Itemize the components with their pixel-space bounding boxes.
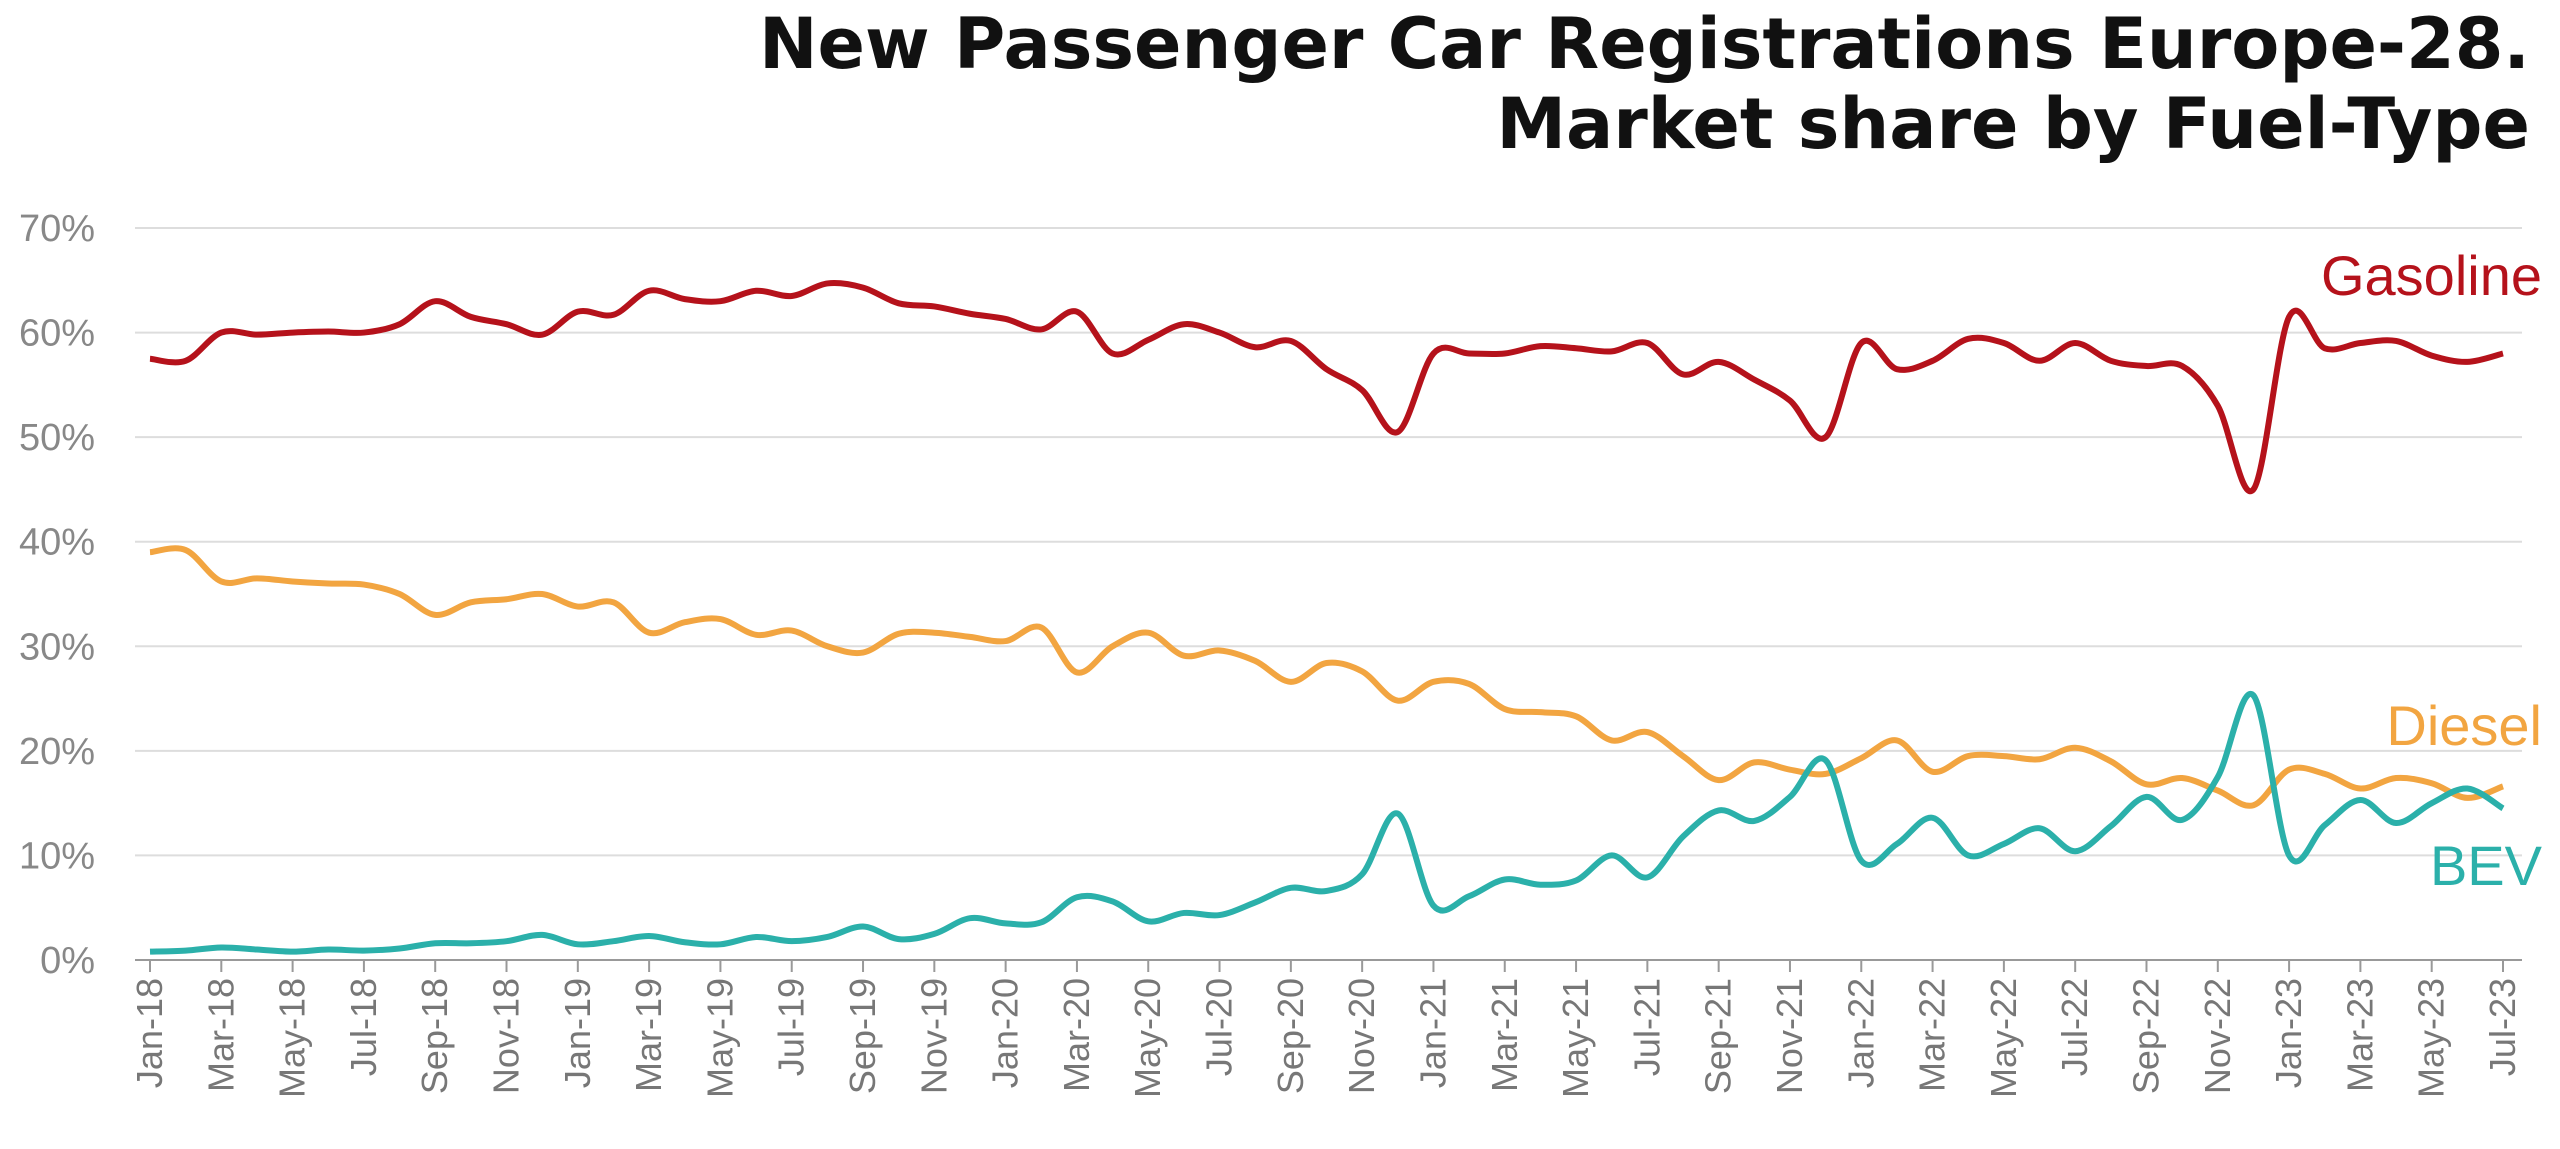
x-tick-label: Jul-20 (1199, 978, 1240, 1076)
x-tick-label: Nov-21 (1769, 978, 1810, 1094)
y-tick-label: 70% (19, 208, 95, 250)
x-tick-label: Mar-23 (2339, 978, 2380, 1092)
y-tick-label: 60% (19, 313, 95, 355)
x-tick-label: Mar-19 (628, 978, 669, 1092)
x-tick-label: Jan-18 (129, 978, 170, 1088)
x-tick-label: Sep-19 (842, 978, 883, 1094)
x-tick-label: Sep-18 (414, 978, 455, 1094)
y-tick-label: 0% (40, 940, 95, 982)
x-tick-label: May-23 (2411, 978, 2452, 1098)
x-tick-label: Nov-22 (2197, 978, 2238, 1094)
x-tick-label: Jul-19 (771, 978, 812, 1076)
series-line (149, 690, 2505, 955)
x-tick-label: Mar-22 (1912, 978, 1953, 1092)
series-label: BEV (2430, 834, 2543, 897)
x-tick-label: Jul-22 (2054, 978, 2095, 1076)
x-tick-label: Nov-20 (1341, 978, 1382, 1094)
series-label: Gasoline (2321, 244, 2542, 307)
x-tick-label: Jan-20 (985, 978, 1026, 1088)
y-tick-label: 50% (19, 417, 95, 459)
x-tick-label: Sep-21 (1698, 978, 1739, 1094)
x-tick-label: Jan-22 (1840, 978, 1881, 1088)
x-tick-label: Jul-18 (343, 978, 384, 1076)
series-label: Diesel (2386, 694, 2542, 757)
y-tick-label: 20% (19, 731, 95, 773)
x-tick-label: Jan-23 (2268, 978, 2309, 1088)
x-tick-label: Jul-21 (1626, 978, 1667, 1076)
x-tick-label: Nov-19 (913, 978, 954, 1094)
series-line (149, 545, 2505, 809)
x-tick-label: Jan-19 (557, 978, 598, 1088)
x-tick-label: Sep-22 (2125, 978, 2166, 1094)
x-tick-label: May-19 (699, 978, 740, 1098)
x-tick-label: May-22 (1983, 978, 2024, 1098)
x-tick-label: Nov-18 (486, 978, 527, 1094)
x-tick-label: May-21 (1555, 978, 1596, 1098)
x-tick-label: May-18 (272, 978, 313, 1098)
y-tick-label: 30% (19, 626, 95, 668)
x-tick-label: Mar-20 (1056, 978, 1097, 1092)
x-tick-label: Jan-21 (1412, 978, 1453, 1088)
series-line (149, 280, 2504, 495)
x-tick-label: Mar-21 (1484, 978, 1525, 1092)
chart-subtitle: Market share by Fuel-Type (1496, 83, 2530, 165)
x-tick-label: Mar-18 (200, 978, 241, 1092)
x-tick-label: Jul-23 (2482, 978, 2523, 1076)
y-tick-label: 10% (19, 835, 95, 877)
y-tick-label: 40% (19, 522, 95, 564)
x-tick-label: May-20 (1127, 978, 1168, 1098)
chart-title: New Passenger Car Registrations Europe-2… (759, 3, 2530, 85)
x-tick-label: Sep-20 (1270, 978, 1311, 1094)
